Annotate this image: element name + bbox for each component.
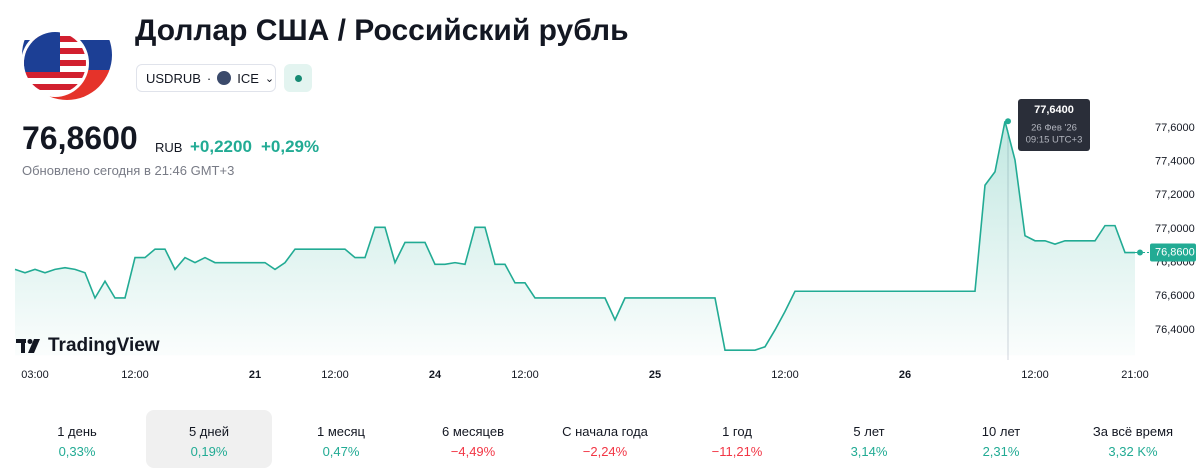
y-tick-label: 76,4000: [1155, 324, 1195, 336]
last-price-dot: [1137, 249, 1143, 256]
period-change: 2,31%: [982, 444, 1020, 459]
last-price-label: 76,8600: [1155, 246, 1195, 258]
period-button[interactable]: 1 день 0,33%: [11, 410, 143, 468]
change: +0,2200: [190, 137, 252, 156]
period-button[interactable]: 5 лет 3,14%: [803, 410, 935, 468]
period-button[interactable]: 1 год −11,21%: [671, 410, 803, 468]
y-tick-label: 77,2000: [1155, 189, 1195, 201]
period-label: С начала года: [562, 424, 648, 439]
period-button[interactable]: За всё время 3,32 K%: [1067, 410, 1199, 468]
y-tick-label: 77,0000: [1155, 223, 1195, 235]
period-change: 0,47%: [322, 444, 360, 459]
period-button[interactable]: 6 месяцев −4,49%: [407, 410, 539, 468]
period-label: 5 лет: [853, 424, 885, 439]
tooltip-box: [1018, 99, 1090, 151]
exchange-icon: [217, 71, 232, 85]
symbol-selector[interactable]: USDRUB · ICE ⌄: [136, 64, 276, 92]
x-tick-label: 12:00: [1021, 369, 1049, 381]
y-tick-label: 77,4000: [1155, 156, 1195, 168]
x-tick-label: 12:00: [771, 369, 799, 381]
logo-text: TradingView: [48, 335, 160, 356]
tooltip-date: 26 Фев '26: [1031, 123, 1077, 134]
period-label: 5 дней: [188, 424, 230, 439]
x-tick-label: 12:00: [321, 369, 349, 381]
period-change: −4,49%: [450, 444, 496, 459]
period-label: 1 месяц: [317, 424, 365, 439]
x-tick-label: 25: [649, 369, 661, 381]
period-button[interactable]: 1 месяц 0,47%: [275, 410, 407, 468]
exchange: ICE: [237, 70, 259, 86]
logo-icon: [16, 339, 40, 353]
period-label: 6 месяцев: [442, 424, 504, 439]
currency: RUB: [155, 140, 183, 155]
period-label: За всё время: [1092, 424, 1174, 439]
tooltip-time: 09:15 UTC+3: [1026, 135, 1083, 146]
period-change: 0,19%: [190, 444, 228, 459]
period-bar: 1 день 0,33% 5 дней 0,19% 1 месяц 0,47% 6 меся…: [11, 410, 1199, 468]
period-change: −2,24%: [582, 444, 628, 459]
x-tick-label: 03:00: [21, 369, 49, 381]
period-change: 3,32 K%: [1108, 444, 1158, 459]
status-button[interactable]: [284, 64, 312, 92]
y-tick-label: 76,6000: [1155, 290, 1195, 302]
updated-time: Обновлено сегодня в 21:46 GMT+3: [22, 163, 235, 178]
period-change: 0,33%: [58, 444, 96, 459]
crosshair-dot: [1005, 118, 1011, 125]
x-tick-label: 12:00: [121, 369, 149, 381]
x-tick-label: 26: [899, 369, 911, 381]
period-change: 3,14%: [850, 444, 888, 459]
x-tick-label: 21: [249, 369, 261, 381]
period-label: 10 лет: [981, 424, 1021, 439]
x-tick-label: 12:00: [511, 369, 539, 381]
y-tick-label: 77,6000: [1155, 122, 1195, 134]
period-label: 1 год: [722, 424, 752, 439]
period-button[interactable]: 5 дней 0,19%: [146, 410, 272, 468]
change-percent: +0,29%: [261, 137, 320, 156]
period-button[interactable]: 10 лет 2,31%: [935, 410, 1067, 468]
logo[interactable]: TradingView: [16, 335, 160, 357]
price: 76,8600: [22, 120, 138, 156]
title: Доллар США / Российский рубль: [135, 14, 629, 47]
symbol: USDRUB: [146, 70, 201, 86]
area-fill: [15, 121, 1135, 356]
flag-icon: [21, 10, 112, 100]
last-price-tag: [1150, 243, 1196, 262]
tooltip-value: 77,6400: [1034, 104, 1074, 116]
status-dot: [294, 74, 302, 82]
period-button[interactable]: С начала года −2,24%: [539, 410, 671, 468]
period-label: 1 день: [57, 424, 97, 439]
chevron: ⌄: [264, 72, 275, 85]
x-tick-label: 24: [429, 369, 442, 381]
period-change: −11,21%: [711, 444, 763, 459]
separator-dot: ·: [206, 70, 212, 86]
x-tick-label: 21:00: [1121, 369, 1149, 381]
price-line: [14, 121, 1135, 351]
